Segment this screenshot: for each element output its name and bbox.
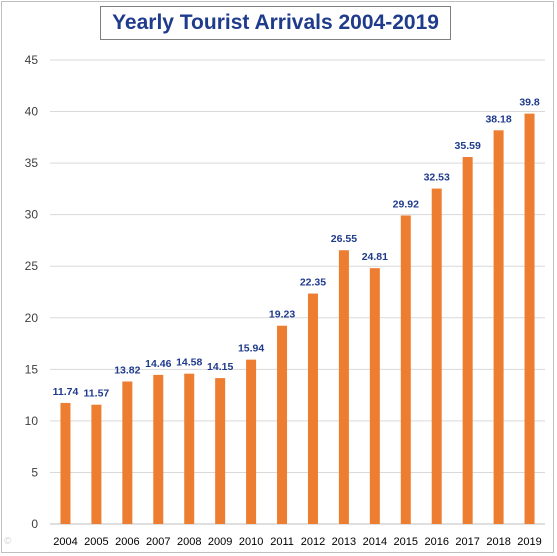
x-tick-label-2004: 2004 — [53, 536, 77, 548]
y-tick-label: 10 — [25, 414, 39, 428]
watermark-logo: © — [4, 536, 12, 547]
x-axis-ticks: 2004 2005 2006 2007 2008 2009 2010 2011 2012 2013… — [53, 536, 542, 548]
bar-2010 — [246, 359, 257, 524]
data-label-2016: 32.53 — [424, 172, 450, 184]
data-label-2017: 35.59 — [455, 140, 481, 152]
y-tick-label: 40 — [25, 105, 39, 119]
data-label-2004: 11.74 — [53, 386, 79, 398]
x-tick-label-2010: 2010 — [239, 536, 263, 548]
x-tick-label-2015: 2015 — [394, 536, 418, 548]
y-tick-label: 30 — [25, 208, 39, 222]
y-tick-label: 25 — [25, 259, 39, 273]
bar-2011 — [277, 325, 288, 524]
data-label-2013: 26.55 — [331, 233, 357, 245]
data-label-2014: 24.81 — [362, 251, 388, 263]
data-label-2008: 14.58 — [176, 357, 202, 369]
y-tick-label: 45 — [25, 53, 39, 67]
data-label-2010: 15.94 — [238, 343, 264, 355]
bar-2015 — [400, 215, 411, 524]
x-tick-label-2019: 2019 — [517, 536, 541, 548]
bar-2018 — [493, 130, 504, 524]
x-tick-label-2006: 2006 — [115, 536, 139, 548]
bar-2005 — [91, 404, 102, 524]
bar-2009 — [215, 378, 226, 524]
data-label-2009: 14.15 — [207, 361, 233, 373]
x-tick-label-2013: 2013 — [332, 536, 356, 548]
x-tick-label-2012: 2012 — [301, 536, 325, 548]
data-labels: 11.74 11.57 13.82 14.46 14.58 14.15 15.94 19.23… — [53, 97, 540, 400]
y-tick-label: 35 — [25, 156, 39, 170]
bar-2006 — [122, 381, 133, 524]
data-label-2011: 19.23 — [269, 309, 295, 321]
x-tick-label-2008: 2008 — [177, 536, 201, 548]
data-label-2019: 39.8 — [519, 97, 540, 109]
x-tick-label-2018: 2018 — [486, 536, 510, 548]
bar-2008 — [184, 373, 195, 524]
data-label-2015: 29.92 — [393, 198, 419, 210]
bar-2007 — [153, 374, 164, 524]
bar-2014 — [369, 268, 380, 524]
data-label-2012: 22.35 — [300, 277, 326, 289]
y-tick-label: 15 — [25, 362, 39, 376]
data-label-2006: 13.82 — [114, 365, 140, 377]
bar-2017 — [462, 157, 473, 524]
x-tick-label-2007: 2007 — [146, 536, 170, 548]
x-tick-label-2017: 2017 — [455, 536, 479, 548]
chart-title: Yearly Tourist Arrivals 2004-2019 — [100, 6, 451, 40]
y-axis-ticks: 0 5 10 15 20 25 30 35 40 45 — [25, 53, 39, 531]
x-tick-label-2011: 2011 — [270, 536, 294, 548]
y-tick-label: 20 — [25, 311, 39, 325]
y-tick-label: 0 — [31, 517, 38, 531]
x-tick-label-2014: 2014 — [363, 536, 387, 548]
y-tick-label: 5 — [31, 465, 38, 479]
x-tick-label-2016: 2016 — [424, 536, 448, 548]
x-tick-label-2005: 2005 — [84, 536, 108, 548]
bar-2013 — [338, 250, 349, 525]
gridlines — [50, 59, 545, 525]
data-label-2018: 38.18 — [485, 113, 511, 125]
x-tick-label-2009: 2009 — [208, 536, 232, 548]
bar-2016 — [431, 188, 442, 524]
bar-2004 — [60, 402, 71, 524]
bar-2012 — [307, 293, 318, 524]
data-label-2005: 11.57 — [84, 388, 110, 400]
bar-2019 — [524, 113, 535, 525]
bars — [60, 113, 535, 525]
data-label-2007: 14.46 — [145, 358, 171, 370]
